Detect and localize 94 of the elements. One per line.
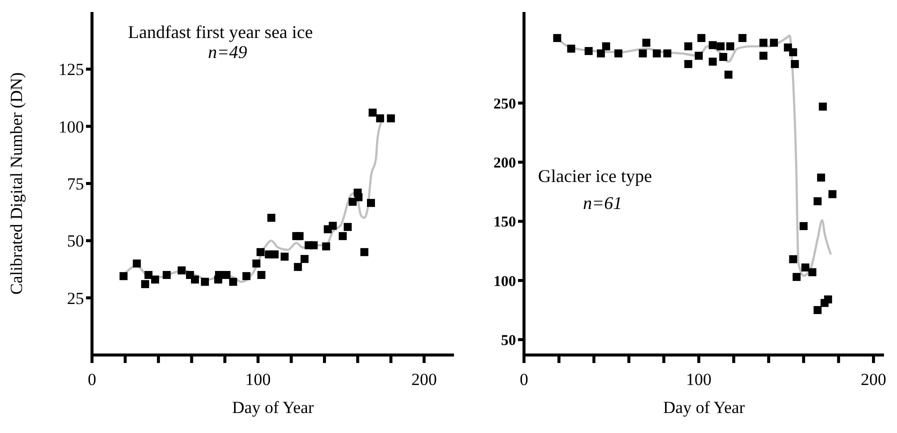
point	[602, 42, 610, 50]
point	[697, 34, 706, 42]
point	[759, 38, 768, 47]
y-tick-label: 50	[501, 332, 516, 349]
point	[584, 47, 593, 56]
point	[376, 114, 384, 122]
point	[222, 270, 231, 279]
point	[270, 250, 279, 258]
annotation: Landfast first year sea ice	[128, 22, 313, 43]
point	[256, 248, 265, 256]
y-tick-label: 150	[494, 214, 516, 231]
point	[386, 114, 395, 122]
point	[818, 102, 827, 111]
y-tick-label: 100	[494, 274, 516, 290]
point	[229, 278, 238, 286]
point	[770, 38, 778, 47]
point	[652, 49, 661, 58]
x-tick-label: 100	[686, 370, 712, 390]
point	[789, 255, 798, 264]
point	[694, 52, 703, 60]
point	[716, 42, 725, 50]
point	[553, 34, 562, 42]
y-tick-label: 25	[67, 288, 84, 308]
point	[828, 190, 836, 198]
y-tick-label: 50	[67, 232, 84, 251]
point	[759, 52, 768, 60]
point	[814, 197, 822, 206]
point	[344, 222, 352, 231]
point	[684, 60, 692, 68]
point	[800, 222, 808, 230]
point	[132, 260, 141, 268]
point	[280, 252, 289, 261]
point	[200, 278, 209, 286]
point	[814, 306, 822, 314]
point	[162, 270, 171, 279]
point	[738, 34, 746, 42]
y-axis-title: Calibrated Digital Number (DN)	[7, 72, 26, 295]
point	[141, 280, 150, 288]
point	[614, 49, 622, 58]
point	[178, 266, 186, 274]
point	[360, 248, 368, 256]
point	[684, 42, 692, 50]
point	[801, 263, 810, 272]
point	[300, 254, 309, 263]
point	[366, 198, 375, 207]
point	[296, 232, 304, 240]
y-tick-label: 100	[58, 117, 84, 136]
x-tick-label: 0	[520, 370, 528, 390]
point	[190, 276, 199, 284]
point	[120, 272, 128, 280]
annotation: Glacier ice type	[538, 166, 652, 187]
point	[596, 49, 605, 58]
y-tick-label: 200	[494, 156, 516, 172]
point	[808, 268, 816, 276]
x-tick-label: 100	[245, 370, 271, 390]
annotation: n=49	[208, 42, 248, 63]
point	[642, 38, 650, 47]
y-tick-label: 250	[494, 96, 516, 112]
point	[252, 260, 260, 268]
point	[790, 60, 799, 68]
point	[294, 262, 302, 271]
y-tick-label: 125	[58, 60, 84, 80]
point	[708, 41, 717, 50]
point	[792, 272, 801, 281]
point	[368, 108, 377, 117]
point	[719, 52, 728, 61]
annotation: n=61	[583, 193, 622, 214]
x-axis-title: Day of Year	[232, 398, 314, 417]
point	[708, 58, 717, 66]
point	[322, 242, 330, 250]
x-axis-title: Day of Year	[663, 398, 746, 417]
point	[242, 272, 250, 280]
point	[638, 49, 647, 58]
point	[824, 295, 832, 304]
point	[215, 270, 224, 279]
point	[257, 270, 266, 279]
x-tick-label: 200	[411, 370, 437, 390]
y-tick-label: 75	[67, 174, 84, 194]
point	[567, 44, 576, 53]
point	[724, 70, 732, 79]
x-tick-label: 0	[88, 370, 96, 390]
point	[151, 276, 160, 284]
point	[348, 198, 357, 206]
point	[267, 214, 276, 222]
point	[338, 232, 347, 240]
point	[789, 48, 798, 56]
x-tick-label: 200	[860, 370, 886, 390]
point	[663, 49, 672, 58]
point	[726, 42, 734, 50]
point	[310, 241, 318, 250]
point	[354, 193, 363, 202]
point	[817, 174, 826, 182]
point	[328, 222, 337, 230]
point	[144, 270, 152, 279]
